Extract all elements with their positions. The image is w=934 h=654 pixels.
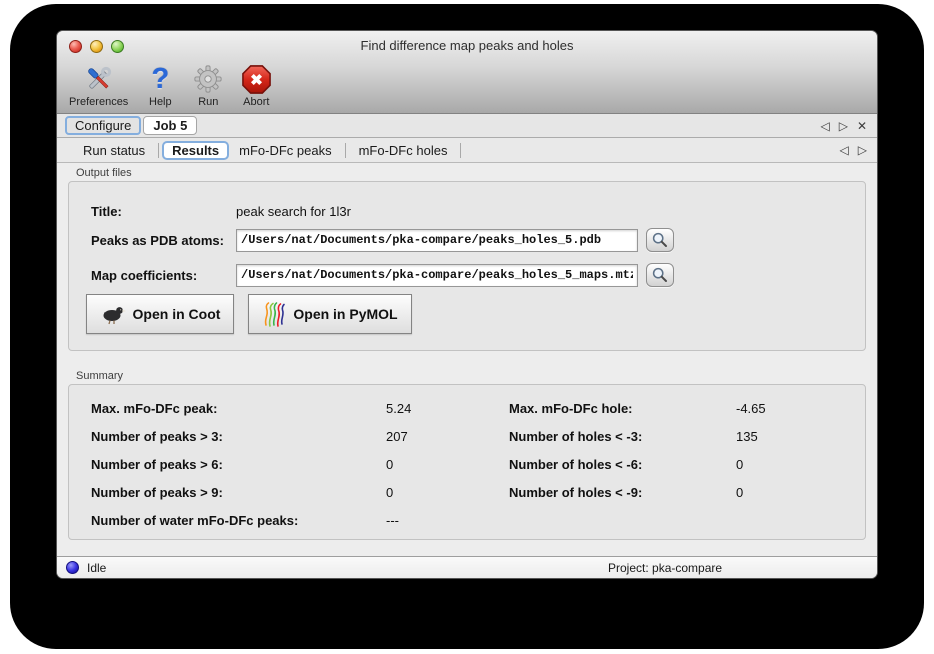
summary-value: 0 [386,485,394,500]
summary-label: Number of peaks > 3: [91,429,223,444]
sub-tab-bar: Run status Results mFo-DFc peaks mFo-DFc… [57,138,877,163]
app-window: Find difference map peaks and holes [57,31,877,578]
abort-button[interactable]: Abort [240,63,272,108]
tab-job-5[interactable]: Job 5 [143,116,198,135]
coot-bird-icon [103,307,126,325]
traffic-lights [69,40,124,53]
summary-grid: Max. mFo-DFc peak: 5.24 Max. mFo-DFc hol… [91,401,849,528]
tab-results[interactable]: Results [162,140,230,160]
summary-value: 135 [736,429,758,444]
summary-label: Number of holes < -3: [509,429,643,444]
summary-value: 0 [386,457,394,472]
question-mark-icon: ? [151,63,170,95]
tab-mfo-dfc-peaks[interactable]: mFo-DFc peaks [239,142,332,158]
help-label: Help [149,96,172,108]
run-button[interactable]: Run [192,63,224,108]
summary-label: Number of peaks > 9: [91,485,223,500]
preferences-button[interactable]: Preferences [69,63,128,108]
tab-prev-icon[interactable]: ◁ [820,118,830,133]
tab-separator [344,142,346,158]
window-header: Find difference map peaks and holes [57,31,877,114]
open-in-pymol-button[interactable]: Open in PyMOL [248,294,412,334]
summary-label: Max. mFo-DFc hole: [509,401,633,416]
summary-label: Max. mFo-DFc peak: [91,401,218,416]
summary-value: 0 [736,485,744,500]
summary-label: Number of holes < -6: [509,457,643,472]
output-files-group-body: Title: peak search for 1l3r Peaks as PDB… [68,181,866,351]
peaks-pdb-label: Peaks as PDB atoms: [91,232,224,248]
summary-group: Summary Max. mFo-DFc peak: 5.24 Max. mFo… [68,370,866,540]
summary-label: Number of peaks > 6: [91,457,223,472]
summary-label [509,513,736,528]
toolbar: Preferences ? Help [57,61,877,113]
open-in-coot-label: Open in Coot [132,306,221,322]
summary-group-body: Max. mFo-DFc peak: 5.24 Max. mFo-DFc hol… [68,384,866,540]
open-in-pymol-label: Open in PyMOL [293,306,398,322]
summary-value: 207 [386,429,408,444]
map-coefficients-path-input[interactable] [236,263,638,287]
peaks-pdb-row: Peaks as PDB atoms: [91,228,674,252]
pymol-molecule-icon [265,302,286,327]
summary-label: Number of holes < -9: [509,485,643,500]
summary-label: Number of water mFo-DFc peaks: [91,513,299,528]
results-panel: Output files Title: peak search for 1l3r… [57,163,877,556]
zoom-window-button[interactable] [111,40,124,53]
sub-tab-nav: ◁ ▷ [840,138,867,162]
magnifier-icon [652,267,667,282]
tab-next-icon[interactable]: ▷ [838,118,848,133]
map-coefficients-label: Map coefficients: [91,267,198,283]
tab-mfo-dfc-holes[interactable]: mFo-DFc holes [358,142,448,158]
window-title: Find difference map peaks and holes [360,38,574,53]
run-label: Run [198,96,219,108]
map-coefficients-row: Map coefficients: [91,263,674,287]
tab-close-icon[interactable]: ✕ [856,118,867,133]
summary-value: --- [386,513,399,528]
status-indicator-icon [66,561,79,574]
tools-icon [83,63,115,95]
output-files-group: Output files Title: peak search for 1l3r… [68,167,866,351]
tab-separator [158,142,160,158]
magnifier-icon [652,232,667,247]
preferences-label: Preferences [69,96,129,108]
summary-value: -4.65 [736,401,766,416]
summary-value: 5.24 [386,401,412,416]
status-bar: Idle Project: pka-compare [57,556,877,578]
main-tab-nav: ◁ ▷ ✕ [820,114,867,137]
tab-prev-icon[interactable]: ◁ [839,143,849,157]
abort-label: Abort [243,96,270,108]
browse-map-coefficients-button[interactable] [646,263,674,287]
status-text: Idle [87,560,107,575]
summary-value: 0 [736,457,744,472]
tab-configure[interactable]: Configure [65,116,142,135]
project-label: Project: pka-compare [608,560,723,575]
tab-run-status[interactable]: Run status [83,142,146,158]
tab-separator [460,142,462,158]
titlebar[interactable]: Find difference map peaks and holes [57,31,877,61]
title-value: peak search for 1l3r [236,204,351,219]
help-button[interactable]: ? Help [144,63,176,108]
tab-next-icon[interactable]: ▷ [857,143,867,157]
peaks-pdb-path-input[interactable] [236,228,638,252]
summary-group-label: Summary [76,370,124,382]
title-label: Title: [91,204,122,219]
summary-value [736,513,849,528]
main-tab-bar: Configure Job 5 ◁ ▷ ✕ [57,114,877,138]
output-files-group-label: Output files [76,167,132,179]
stop-octagon-icon [240,63,272,95]
title-row: Title: peak search for 1l3r [91,204,351,219]
open-in-coot-button[interactable]: Open in Coot [86,294,234,334]
minimize-window-button[interactable] [90,40,103,53]
browse-peaks-pdb-button[interactable] [646,228,674,252]
gear-icon [192,63,224,95]
close-window-button[interactable] [69,40,82,53]
